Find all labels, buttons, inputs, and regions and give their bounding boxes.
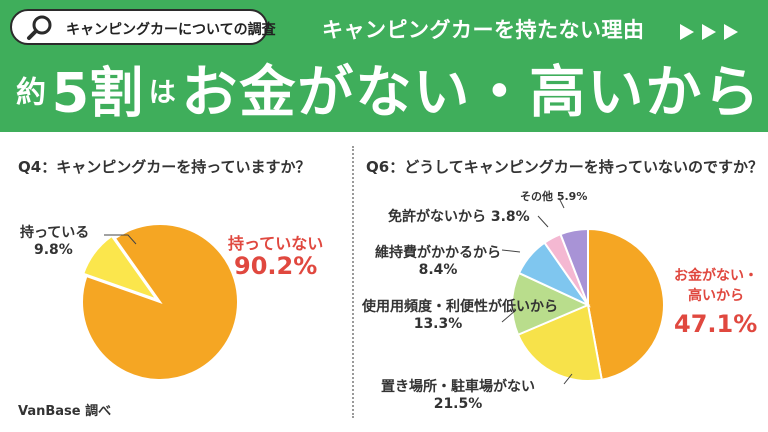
header-subtitle: キャンピングカーを持たない理由: [322, 18, 645, 42]
headline: 約 5割 は お金がない・高いから: [16, 58, 761, 128]
q6-leader-parking: [563, 373, 573, 385]
q6-slice-other: [559, 227, 589, 306]
q4-label-have-value: 9.8%: [34, 242, 73, 258]
q6-title: Q6：どうしてキャンピングカーを持っていないのですか？: [366, 158, 763, 176]
survey-label-text: キャンピングカーについての調査: [66, 22, 276, 38]
q6-label-other: その他 5.9%: [520, 188, 587, 204]
magnifier-icon: [27, 15, 52, 40]
headline-particle: は: [148, 77, 176, 109]
q6-pie-chart: [501, 197, 665, 385]
q6-slice-parking: [516, 303, 603, 382]
q6-label-parking-value: 21.5%: [433, 396, 483, 412]
q6-label-frequency: 使用用頻度・利便性が低いから 13.3%: [362, 296, 558, 332]
headline-number: 5割: [51, 61, 144, 125]
q6-label-license-name: 免許がないから: [388, 209, 486, 225]
q6-leader-license: [537, 215, 549, 228]
q6-label-frequency-name: 使用用頻度・利便性が低いから: [362, 299, 558, 315]
q6-label-license: 免許がないから 3.8%: [388, 206, 530, 226]
q4-label-have: 持っている 9.8%: [20, 222, 89, 258]
q4-label-have-name: 持っている: [20, 225, 90, 241]
q6-label-parking-name: 置き場所・駐車場がない: [381, 379, 535, 395]
q4-label-nothave-value: 90.2%: [234, 252, 318, 280]
q4-pie-chart: [81, 223, 239, 381]
q4-leader-line: [104, 234, 137, 245]
q6-label-parking: 置き場所・駐車場がない 21.5%: [366, 376, 550, 412]
q6-label-maintenance-value: 8.4%: [418, 262, 458, 278]
q4-slice-not-have: [81, 223, 239, 381]
q6-label-maintenance-name: 維持費がかかるから: [375, 245, 501, 261]
q4-slice-have: [81, 234, 160, 302]
q6-label-other-value: 5.9%: [556, 190, 588, 203]
q6-label-other-name: その他: [520, 190, 553, 203]
q6-slice-frequency: [511, 271, 591, 337]
section-divider: [352, 146, 354, 418]
q6-leader-frequency: [501, 309, 517, 323]
headline-main: お金がない・高いから: [181, 60, 762, 126]
q6-label-license-value: 3.8%: [490, 209, 530, 225]
headline-prefix: 約: [16, 75, 46, 111]
q6-label-maintenance: 維持費がかかるから 8.4%: [362, 242, 514, 278]
q4-title: Q4：キャンピングカーを持っていますか？: [18, 158, 311, 176]
source-credit: VanBase 調べ: [18, 404, 112, 419]
q6-label-money-value: 47.1%: [674, 310, 758, 338]
q4-label-nothave-name: 持っていない: [228, 234, 324, 253]
q6-slice-money: [587, 227, 665, 381]
q6-label-frequency-value: 13.3%: [413, 316, 463, 332]
survey-label-pill: キャンピングカーについての調査: [10, 9, 276, 45]
triple-arrow-icon: [680, 24, 738, 40]
q6-label-money-name: お金がない・高いから: [674, 268, 758, 304]
q6-leader-other: [558, 197, 565, 209]
q6-leader-maintenance: [501, 249, 521, 253]
